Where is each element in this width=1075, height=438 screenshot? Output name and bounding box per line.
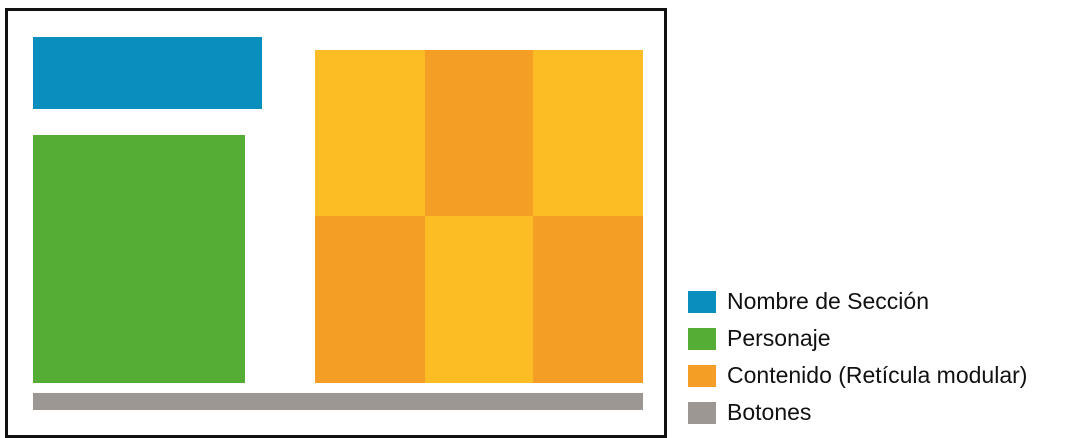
- legend-item-section-name: Nombre de Sección: [688, 283, 1073, 320]
- legend-swatch: [688, 364, 716, 387]
- content-modular-grid: [315, 50, 643, 383]
- character-block: [33, 135, 245, 383]
- legend-item-buttons: Botones: [688, 394, 1073, 431]
- legend-label: Botones: [727, 399, 812, 425]
- section-name-block: [33, 37, 262, 109]
- grid-cell: [533, 50, 643, 216]
- legend: Nombre de Sección Personaje Contenido (R…: [688, 283, 1073, 431]
- legend-swatch: [688, 401, 716, 424]
- grid-cell: [425, 216, 533, 383]
- buttons-bar: [33, 393, 643, 410]
- grid-cell: [425, 50, 533, 216]
- grid-cell: [315, 50, 425, 216]
- legend-label: Personaje: [727, 325, 831, 351]
- legend-item-character: Personaje: [688, 320, 1073, 357]
- legend-item-content: Contenido (Retícula modular): [688, 357, 1073, 394]
- legend-swatch: [688, 327, 716, 350]
- legend-label: Nombre de Sección: [727, 288, 929, 314]
- legend-swatch: [688, 290, 716, 313]
- grid-cell: [533, 216, 643, 383]
- grid-cell: [315, 216, 425, 383]
- legend-label: Contenido (Retícula modular): [727, 362, 1028, 388]
